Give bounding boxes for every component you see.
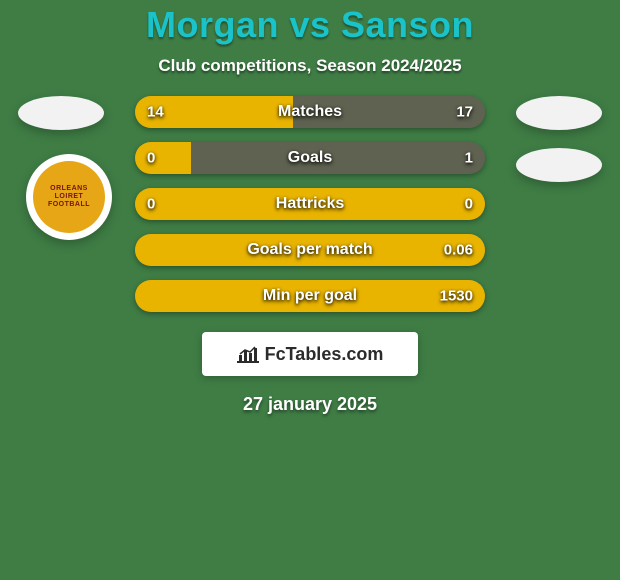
stat-row: Goals per match 0.06 <box>135 234 485 266</box>
stat-label: Goals <box>288 149 332 167</box>
left-player-disc <box>18 96 104 130</box>
right-player-disc <box>516 96 602 130</box>
stat-right-value: 0 <box>465 196 473 213</box>
stat-right-value: 17 <box>456 104 473 121</box>
stat-left-value: 0 <box>147 196 155 213</box>
brand-text: FcTables.com <box>265 344 384 365</box>
stat-label: Goals per match <box>247 241 372 259</box>
brand-attribution: FcTables.com <box>202 332 418 376</box>
footer-date: 27 january 2025 <box>0 394 620 415</box>
comparison-area: ORLEANS LOIRET FOOTBALL Matches 14 17 Goals… <box>0 96 620 415</box>
stat-right-value: 0.06 <box>444 242 473 259</box>
stat-row: Goals 0 1 <box>135 142 485 174</box>
stat-row: Min per goal 1530 <box>135 280 485 312</box>
stat-left-value: 0 <box>147 150 155 167</box>
club-badge-line2: LOIRET <box>55 193 84 201</box>
stat-left-value: 14 <box>147 104 164 121</box>
stat-right-value: 1530 <box>440 288 473 305</box>
page-title: Morgan vs Sanson <box>146 4 474 46</box>
stat-row: Hattricks 0 0 <box>135 188 485 220</box>
stat-left-segment <box>135 142 191 174</box>
stat-label: Hattricks <box>276 195 344 213</box>
club-badge-line3: FOOTBALL <box>48 201 90 209</box>
stat-label: Matches <box>278 103 342 121</box>
bar-chart-icon <box>237 345 259 363</box>
stat-right-segment <box>191 142 485 174</box>
left-club-badge: ORLEANS LOIRET FOOTBALL <box>26 154 112 240</box>
subtitle: Club competitions, Season 2024/2025 <box>158 56 461 76</box>
stat-rows: Matches 14 17 Goals 0 1 Hattricks 0 0 Goals per m… <box>135 96 485 312</box>
stat-label: Min per goal <box>263 287 357 305</box>
club-badge-line1: ORLEANS <box>50 185 88 193</box>
stat-right-value: 1 <box>465 150 473 167</box>
right-club-disc <box>516 148 602 182</box>
stat-row: Matches 14 17 <box>135 96 485 128</box>
